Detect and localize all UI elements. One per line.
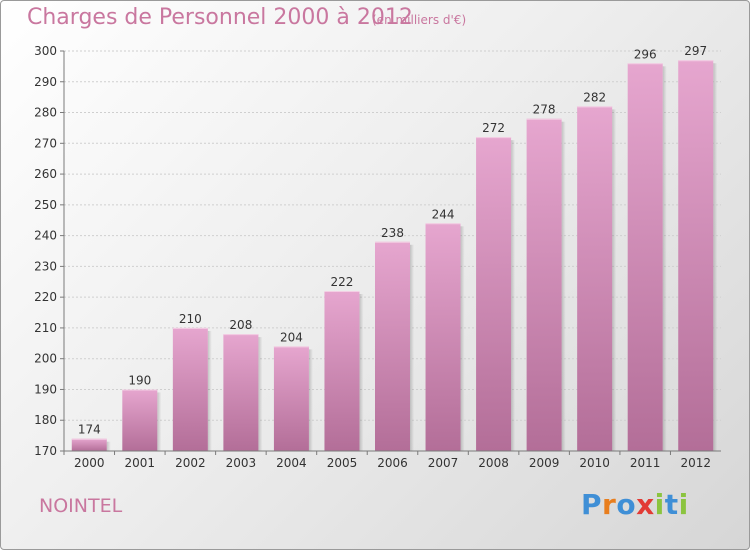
x-tick-label: 2003 bbox=[226, 456, 257, 470]
data-label-2005: 222 bbox=[331, 275, 354, 289]
bar-2002 bbox=[172, 327, 208, 451]
bar-2005 bbox=[324, 291, 360, 451]
data-label-2008: 272 bbox=[482, 121, 505, 135]
y-tick-label: 210 bbox=[34, 321, 57, 335]
x-tick-label: 2002 bbox=[175, 456, 206, 470]
x-tick-label: 2007 bbox=[428, 456, 459, 470]
y-tick-label: 190 bbox=[34, 382, 57, 396]
logo-letter: i bbox=[678, 488, 689, 521]
bar-2011 bbox=[627, 63, 663, 452]
data-label-2011: 296 bbox=[634, 47, 657, 61]
x-tick-label: 2000 bbox=[74, 456, 105, 470]
bar-shadow bbox=[662, 66, 667, 452]
data-labels: 174 190 210 208 204 222 238 244 272 278 282 296 297 bbox=[78, 44, 707, 436]
logo-letter: t bbox=[664, 488, 679, 521]
bar-2010 bbox=[577, 106, 613, 451]
bar-shadow bbox=[106, 441, 111, 451]
chart-title: Charges de Personnel 2000 à 2012 bbox=[27, 5, 413, 30]
proxiti-logo: Proxiti bbox=[581, 488, 689, 521]
bar-shadow bbox=[561, 121, 566, 451]
x-tick-label: 2010 bbox=[579, 456, 610, 470]
chart-subtitle: (en milliers d'€) bbox=[372, 13, 467, 27]
logo-letter: o bbox=[616, 488, 637, 521]
y-tick-label: 230 bbox=[34, 259, 57, 273]
y-tick-label: 280 bbox=[34, 106, 57, 120]
y-tick-label: 180 bbox=[34, 413, 57, 427]
logo-letter: P bbox=[581, 488, 603, 521]
bar-2004 bbox=[273, 346, 309, 451]
logo-letter: x bbox=[636, 488, 655, 521]
commune-name: NOINTEL bbox=[39, 495, 123, 517]
x-tick-label: 2008 bbox=[478, 456, 509, 470]
bars bbox=[71, 60, 718, 452]
bar-shadow bbox=[713, 63, 718, 451]
bar-shadow bbox=[460, 226, 465, 451]
y-tick-label: 240 bbox=[34, 229, 57, 243]
bar-shadow bbox=[410, 244, 414, 451]
data-label-2010: 282 bbox=[583, 90, 606, 104]
bar-shadow bbox=[511, 140, 516, 451]
data-label-2004: 204 bbox=[280, 330, 303, 344]
x-axis-ticks: 2000 2001 2002 2003 2004 2005 2006 2007 2008 2009… bbox=[63, 451, 711, 470]
x-tick-label: 2004 bbox=[276, 456, 307, 470]
x-tick-label: 2009 bbox=[529, 456, 560, 470]
bar-shadow bbox=[359, 294, 364, 451]
y-tick-label: 290 bbox=[34, 75, 57, 89]
bar-shadow bbox=[258, 337, 263, 451]
data-label-2012: 297 bbox=[684, 44, 707, 58]
bar-2012 bbox=[678, 60, 714, 451]
bar-2000 bbox=[71, 438, 107, 451]
bar-shadow bbox=[612, 109, 617, 451]
data-label-2001: 190 bbox=[128, 373, 151, 387]
y-tick-label: 260 bbox=[34, 167, 57, 181]
bar-2003 bbox=[223, 334, 259, 451]
bar-2006 bbox=[375, 241, 410, 451]
y-tick-label: 270 bbox=[34, 136, 57, 150]
y-tick-label: 220 bbox=[34, 290, 57, 304]
data-label-2006: 238 bbox=[381, 226, 404, 240]
bar-shadow bbox=[157, 392, 162, 451]
x-tick-label: 2012 bbox=[680, 456, 711, 470]
bar-2001 bbox=[122, 389, 158, 451]
bar-shadow bbox=[207, 330, 212, 451]
bar-2009 bbox=[526, 118, 562, 451]
logo-letter: r bbox=[602, 488, 617, 521]
y-tick-label: 170 bbox=[34, 444, 57, 458]
y-tick-label: 300 bbox=[34, 44, 57, 58]
x-tick-label: 2011 bbox=[630, 456, 661, 470]
bar-2008 bbox=[476, 137, 512, 451]
x-tick-label: 2006 bbox=[377, 456, 408, 470]
data-label-2007: 244 bbox=[432, 207, 455, 221]
data-label-2002: 210 bbox=[179, 312, 202, 326]
y-tick-label: 250 bbox=[34, 198, 57, 212]
data-label-2000: 174 bbox=[78, 423, 101, 437]
y-axis-ticks: 170 180 190 200 210 220 230 240 250 260 270 280 290 3… bbox=[34, 44, 65, 458]
x-tick-label: 2001 bbox=[125, 456, 156, 470]
data-label-2003: 208 bbox=[229, 318, 252, 332]
logo-letter: i bbox=[654, 488, 665, 521]
data-label-2009: 278 bbox=[533, 103, 556, 117]
bar-shadow bbox=[308, 349, 313, 451]
bar-2007 bbox=[425, 223, 461, 451]
x-tick-label: 2005 bbox=[327, 456, 358, 470]
y-tick-label: 200 bbox=[34, 352, 57, 366]
